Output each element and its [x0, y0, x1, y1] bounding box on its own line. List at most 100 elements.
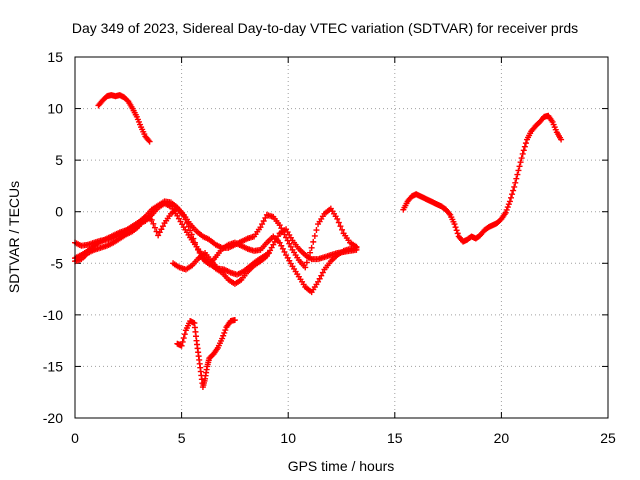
data-point [305, 254, 312, 261]
data-point [503, 206, 510, 213]
data-point [337, 223, 344, 230]
data-point [220, 332, 227, 339]
data-point [266, 249, 273, 256]
series-arc-e [170, 249, 273, 278]
data-point [307, 249, 314, 256]
data-point [187, 227, 194, 234]
grid [75, 57, 608, 418]
x-tick-label: 0 [71, 430, 79, 446]
data-point [310, 238, 317, 245]
data-point [505, 201, 512, 208]
series-arc-f [174, 317, 238, 391]
data-point [279, 245, 286, 252]
data-point [452, 224, 459, 231]
data-point [188, 231, 195, 238]
data-point [510, 187, 517, 194]
data-point [516, 163, 523, 170]
data-point [179, 338, 186, 345]
data-point [219, 335, 226, 342]
y-tick-label: -5 [51, 255, 64, 271]
chart-title: Day 349 of 2023, Sidereal Day-to-day VTE… [72, 20, 578, 36]
data-point [281, 248, 288, 255]
data-point [182, 216, 189, 223]
data-point [303, 259, 310, 266]
data-point [521, 143, 528, 150]
data-points [72, 92, 565, 391]
x-tick-label: 5 [178, 430, 186, 446]
data-point [509, 191, 516, 198]
data-point [308, 244, 315, 251]
y-axis-label: SDTVAR / TECUs [6, 181, 22, 293]
data-point [145, 137, 152, 144]
data-point [446, 210, 453, 217]
data-point [259, 221, 266, 228]
data-point [517, 159, 524, 166]
data-point [511, 183, 518, 190]
data-point [520, 147, 527, 154]
data-point [159, 223, 166, 230]
y-tick-label: -15 [43, 358, 63, 374]
data-point [262, 214, 269, 221]
data-point [451, 221, 458, 228]
x-axis-label: GPS time / hours [288, 458, 395, 474]
data-point [276, 222, 283, 229]
data-point [151, 224, 158, 231]
data-point [278, 225, 285, 232]
data-point [150, 220, 157, 227]
data-point [519, 150, 526, 157]
data-point [558, 136, 565, 143]
data-point [180, 335, 187, 342]
data-point [193, 243, 200, 250]
data-point [153, 228, 160, 235]
data-point [287, 243, 294, 250]
data-point [515, 167, 522, 174]
data-point [183, 220, 190, 227]
x-tick-label: 10 [280, 430, 296, 446]
data-point [286, 240, 293, 247]
y-tick-label: -10 [43, 307, 63, 323]
x-tick-label: 15 [387, 430, 403, 446]
data-point [276, 239, 283, 246]
data-point [260, 217, 267, 224]
data-point [507, 194, 514, 201]
data-point [178, 342, 185, 349]
y-tick-label: 10 [47, 101, 63, 117]
series-arc-d [72, 205, 360, 296]
data-point [513, 175, 520, 182]
data-point [221, 329, 228, 336]
data-point [313, 227, 320, 234]
x-tick-label: 25 [600, 430, 616, 446]
data-point [191, 239, 198, 246]
data-point [335, 219, 342, 226]
data-point [454, 230, 461, 237]
data-point [339, 226, 346, 233]
series-arc-g [400, 112, 565, 245]
plot-frame [74, 56, 609, 419]
data-point [318, 272, 325, 279]
y-tick-label: 0 [55, 204, 63, 220]
data-point [146, 138, 153, 145]
data-point [222, 327, 229, 334]
data-point [283, 234, 290, 241]
data-point [185, 223, 192, 230]
data-point [334, 215, 341, 222]
data-point [512, 179, 519, 186]
series-arc-a [95, 92, 153, 145]
data-point [518, 155, 525, 162]
data-point [453, 227, 460, 234]
data-point [506, 198, 513, 205]
data-point [279, 228, 286, 235]
data-point [156, 229, 163, 236]
data-point [195, 246, 202, 253]
data-point [319, 269, 326, 276]
y-tick-label: -20 [43, 410, 63, 426]
data-point [281, 231, 288, 238]
data-point [284, 237, 291, 244]
x-tick-label: 20 [494, 430, 510, 446]
data-point [315, 278, 322, 285]
data-point [181, 331, 188, 338]
data-point [522, 140, 529, 147]
data-point [316, 275, 323, 282]
data-point [155, 232, 162, 239]
